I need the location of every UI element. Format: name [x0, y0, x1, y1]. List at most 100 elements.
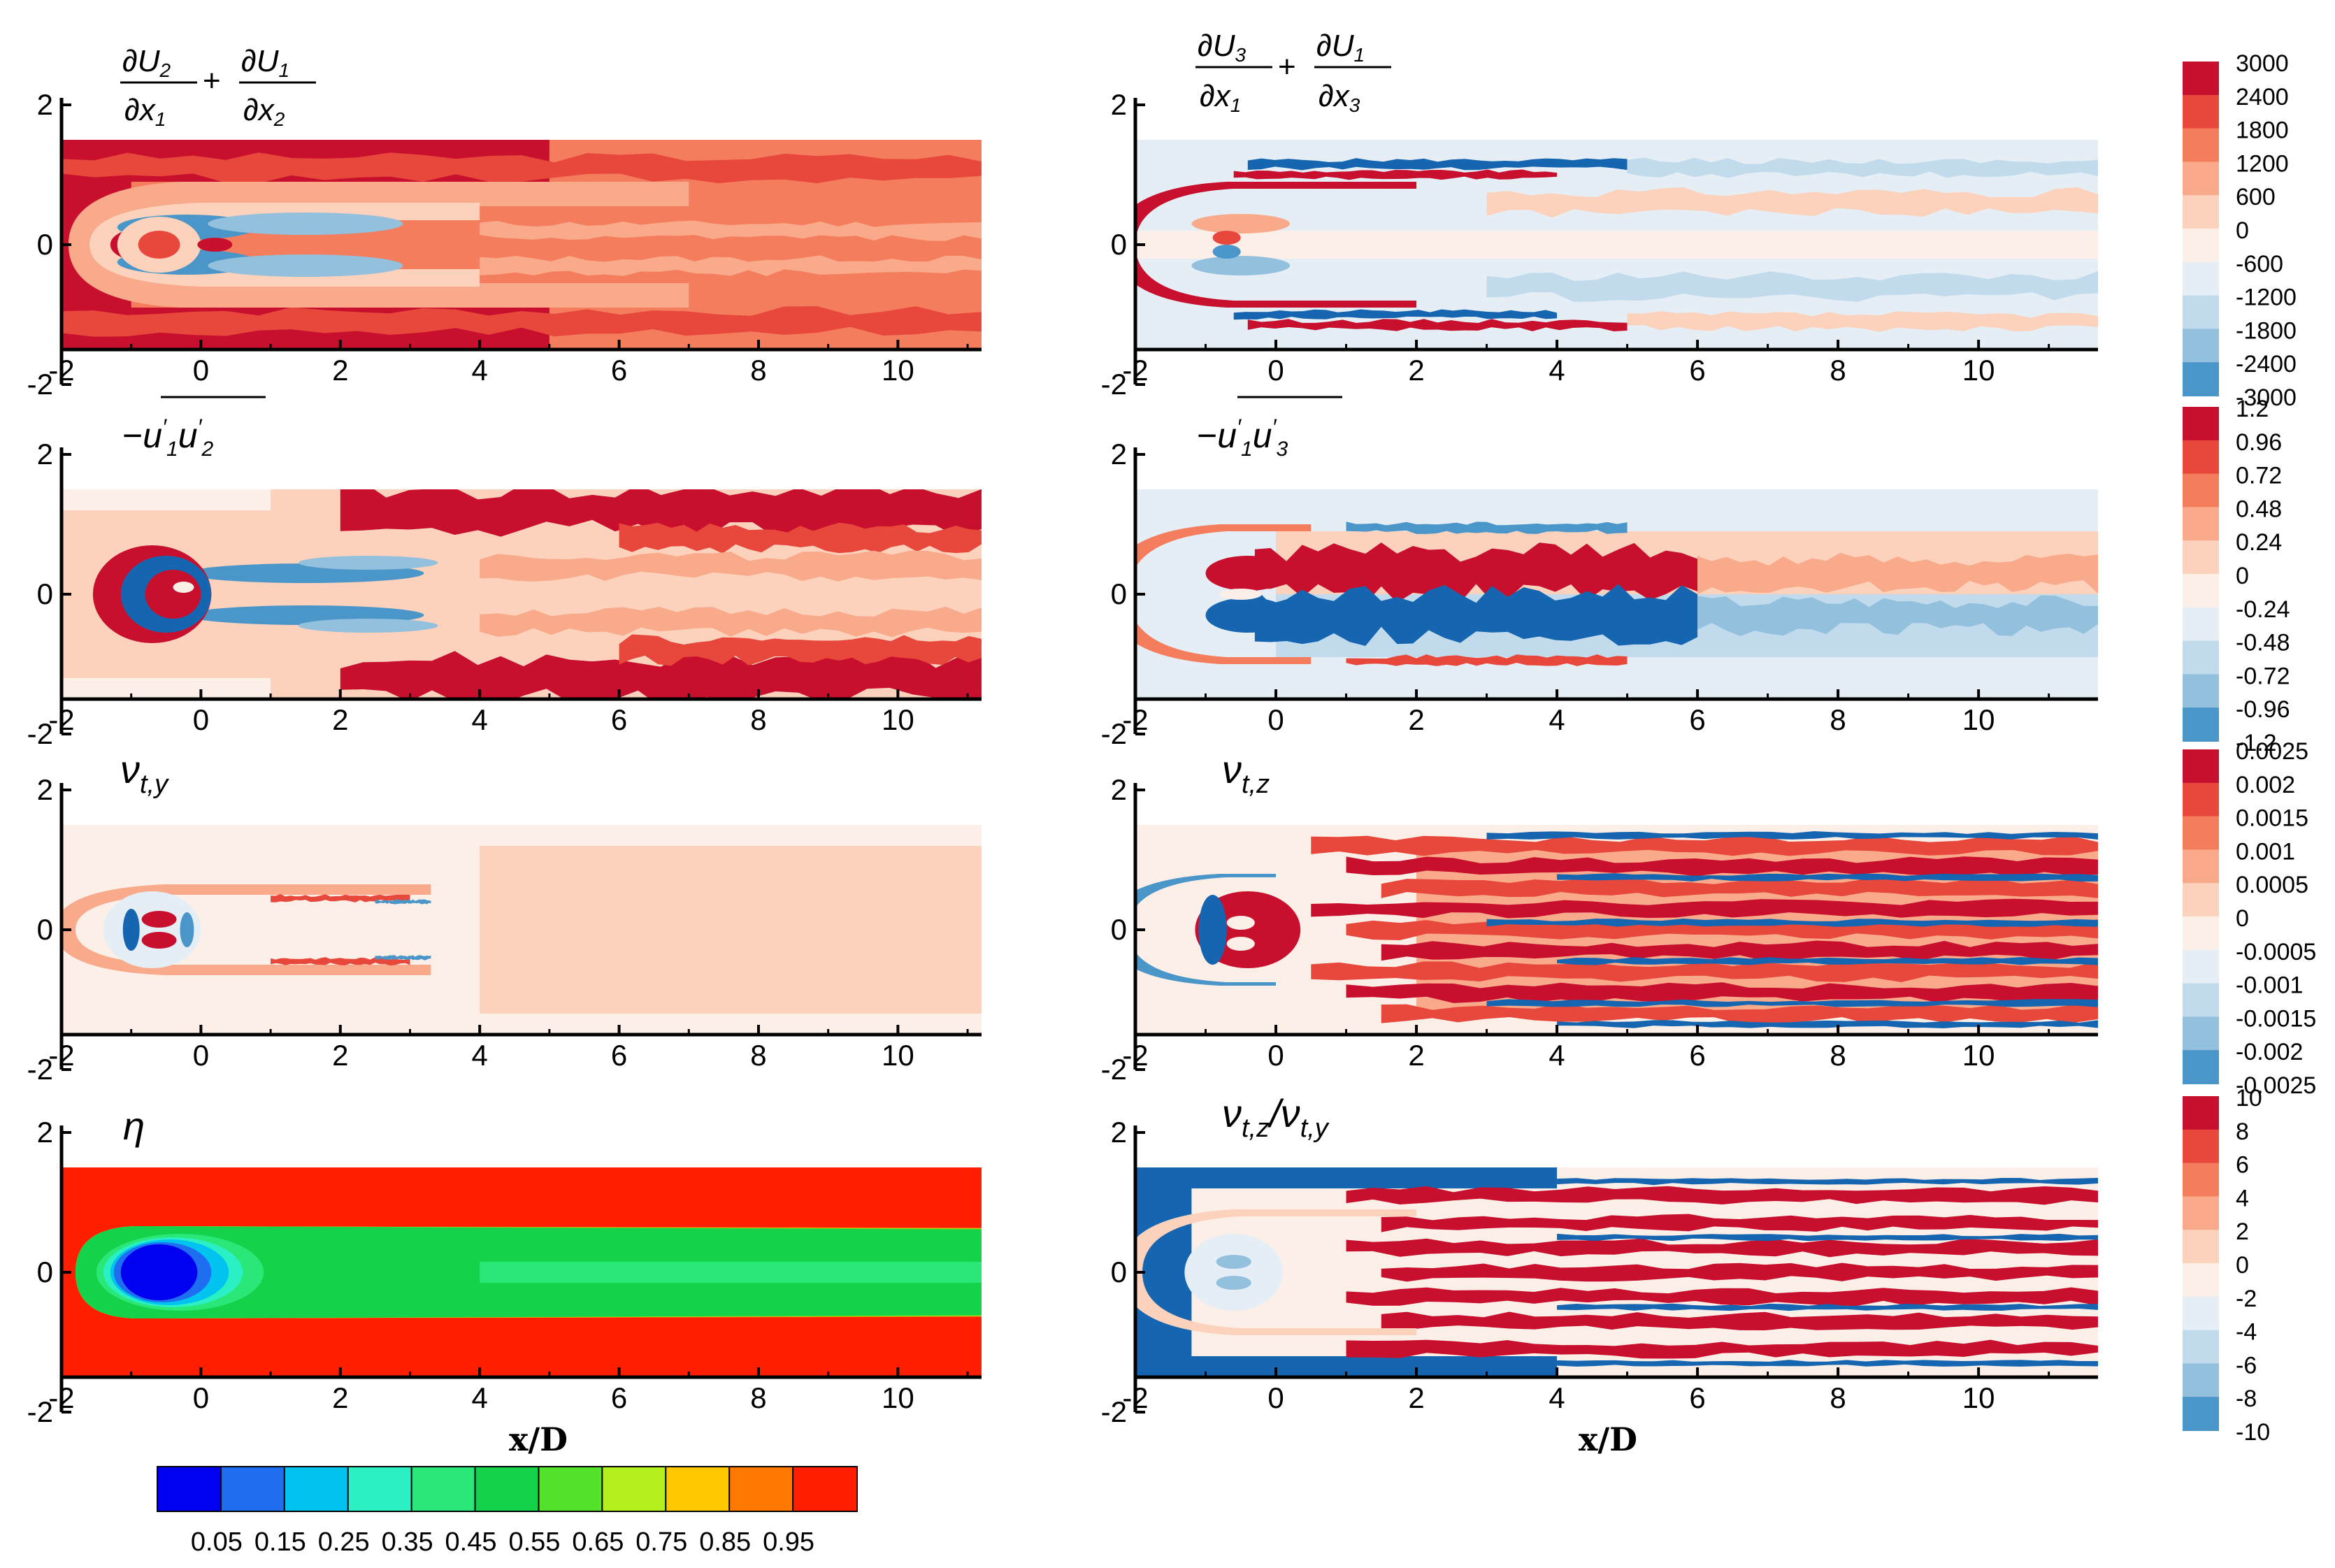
- contour-bow: [68, 182, 689, 308]
- colorbar-label: 2400: [2236, 84, 2289, 110]
- contour-blob: [1205, 598, 1291, 633]
- colorbar-label: 0: [2236, 563, 2249, 589]
- x-tick-label: 10: [882, 703, 914, 736]
- colorbar-swatch: [2183, 295, 2219, 330]
- svg-text:∂x3: ∂x3: [1319, 79, 1360, 116]
- contour-streak: [1557, 1177, 2098, 1186]
- colorbar-swatch: [2183, 1330, 2219, 1365]
- y-tick-label: -2: [27, 1053, 53, 1086]
- eta-colorbar-label: 0.25: [318, 1527, 370, 1557]
- colorbar-swatch: [2183, 1096, 2219, 1130]
- colorbar-label: 0.48: [2236, 496, 2282, 522]
- contour-streak: [1346, 522, 1628, 534]
- colorbar-label: 600: [2236, 184, 2276, 210]
- eta-colorbar-swatch: [410, 1466, 477, 1512]
- svg-text:νt,z/νt,y: νt,z/νt,y: [1222, 1091, 1330, 1143]
- contour-band: [62, 489, 271, 510]
- svg-text:+: +: [1278, 50, 1296, 84]
- contour-blob: [145, 570, 201, 619]
- colorbar-swatch: [2183, 816, 2219, 851]
- contour-streak: [1233, 169, 1558, 180]
- contour-streak: [619, 634, 982, 666]
- x-tick-label: 6: [611, 1381, 627, 1414]
- title-panel-8: νt,z/νt,y: [1222, 1091, 1330, 1143]
- plot-panel-nu-tz: [1135, 825, 2098, 1035]
- colorbar-label: 0: [2236, 1252, 2249, 1279]
- colorbar-label: -0.96: [2236, 696, 2290, 723]
- colorbar-swatch: [2183, 540, 2219, 575]
- y-tick-label: 2: [1111, 88, 1127, 121]
- colorbar-label: -1.2: [2236, 730, 2277, 756]
- x-tick-label: 6: [1689, 354, 1705, 387]
- contour-streak: [1346, 1186, 2098, 1205]
- x-tick-label: 6: [611, 1039, 627, 1072]
- x-tick-label: 0: [193, 354, 209, 387]
- colorbar-swatch: [2183, 261, 2219, 296]
- contour-blob: [298, 556, 438, 570]
- colorbar-label: 0.0005: [2236, 872, 2308, 898]
- colorbar-label: -2: [2236, 1286, 2257, 1312]
- colorbar-swatch: [2183, 195, 2219, 229]
- colorbar-label: -0.002: [2236, 1039, 2303, 1065]
- colorbar-label: -4: [2236, 1319, 2257, 1346]
- x-tick-label: 8: [1830, 1039, 1846, 1072]
- contour-blob: [1226, 916, 1255, 930]
- contour-streak: [1697, 595, 2098, 636]
- x-axis-label-left: x/D: [509, 1420, 568, 1458]
- title-panel-6: νt,z: [1222, 747, 1270, 799]
- svg-text:η: η: [123, 1104, 145, 1148]
- contour-streak: [1346, 654, 1628, 666]
- contour-blob: [141, 932, 177, 949]
- x-tick-label: -2: [1122, 1381, 1148, 1414]
- contour-streak: [480, 220, 982, 241]
- contour-bow: [1135, 182, 1417, 308]
- plot-panel-eta: [62, 1167, 982, 1377]
- colorbar-swatch: [2183, 849, 2219, 884]
- x-tick-label: 2: [1408, 1381, 1424, 1414]
- x-tick-label: 8: [1830, 703, 1846, 736]
- plot-panel-nu-ratio: [1135, 1167, 2098, 1377]
- contour-blob: [298, 619, 438, 633]
- colorbar-label: -0.0015: [2236, 1005, 2316, 1032]
- x-tick-label: 8: [1830, 1381, 1846, 1414]
- x-tick-label: 10: [882, 1381, 914, 1414]
- x-tick-label: -2: [48, 1381, 74, 1414]
- x-tick-label: 0: [1267, 703, 1284, 736]
- colorbar-swatch: [2183, 574, 2219, 608]
- colorbar-label: 4: [2236, 1185, 2249, 1211]
- colorbar-label: -3000: [2236, 384, 2297, 411]
- x-tick-label: 8: [750, 703, 766, 736]
- eta-colorbar-swatch: [347, 1466, 413, 1512]
- colorbar-swatch: [2183, 1129, 2219, 1164]
- y-tick-label: -2: [27, 717, 53, 750]
- svg-text:−u′1u′2: −u′1u′2: [122, 415, 214, 461]
- contour-streak: [1697, 552, 2098, 594]
- plot-panel-u1u2: [62, 489, 982, 699]
- colorbar-label: 0: [2236, 905, 2249, 932]
- contour-streak: [480, 255, 982, 276]
- contour-band: [1135, 231, 2098, 259]
- colorbar-swatch: [2183, 607, 2219, 642]
- y-tick-label: 2: [1111, 1116, 1127, 1149]
- contour-blob: [1205, 556, 1291, 591]
- x-tick-label: 4: [1549, 1381, 1565, 1414]
- colorbar-swatch: [2183, 229, 2219, 263]
- contour-streak: [375, 955, 431, 961]
- eta-colorbar-label: 0.15: [254, 1527, 306, 1557]
- svg-text:+: +: [203, 64, 221, 98]
- colorbar-label: 2: [2236, 1218, 2249, 1245]
- contour-blob: [138, 231, 180, 259]
- y-tick-label: 2: [37, 438, 53, 470]
- title-panel-3: −u′1u′2: [122, 396, 266, 461]
- colorbar-label: -0.001: [2236, 972, 2303, 999]
- x-tick-label: 4: [472, 354, 488, 387]
- x-tick-label: 0: [193, 1039, 209, 1072]
- x-tick-label: 0: [1267, 1039, 1284, 1072]
- contour-blob: [103, 891, 201, 968]
- contour-streak: [340, 489, 982, 539]
- eta-colorbar-label: 0.65: [572, 1527, 624, 1557]
- x-tick-label: 2: [332, 1381, 348, 1414]
- colorbar-label: -0.24: [2236, 596, 2290, 623]
- colorbar-swatch: [2183, 1230, 2219, 1264]
